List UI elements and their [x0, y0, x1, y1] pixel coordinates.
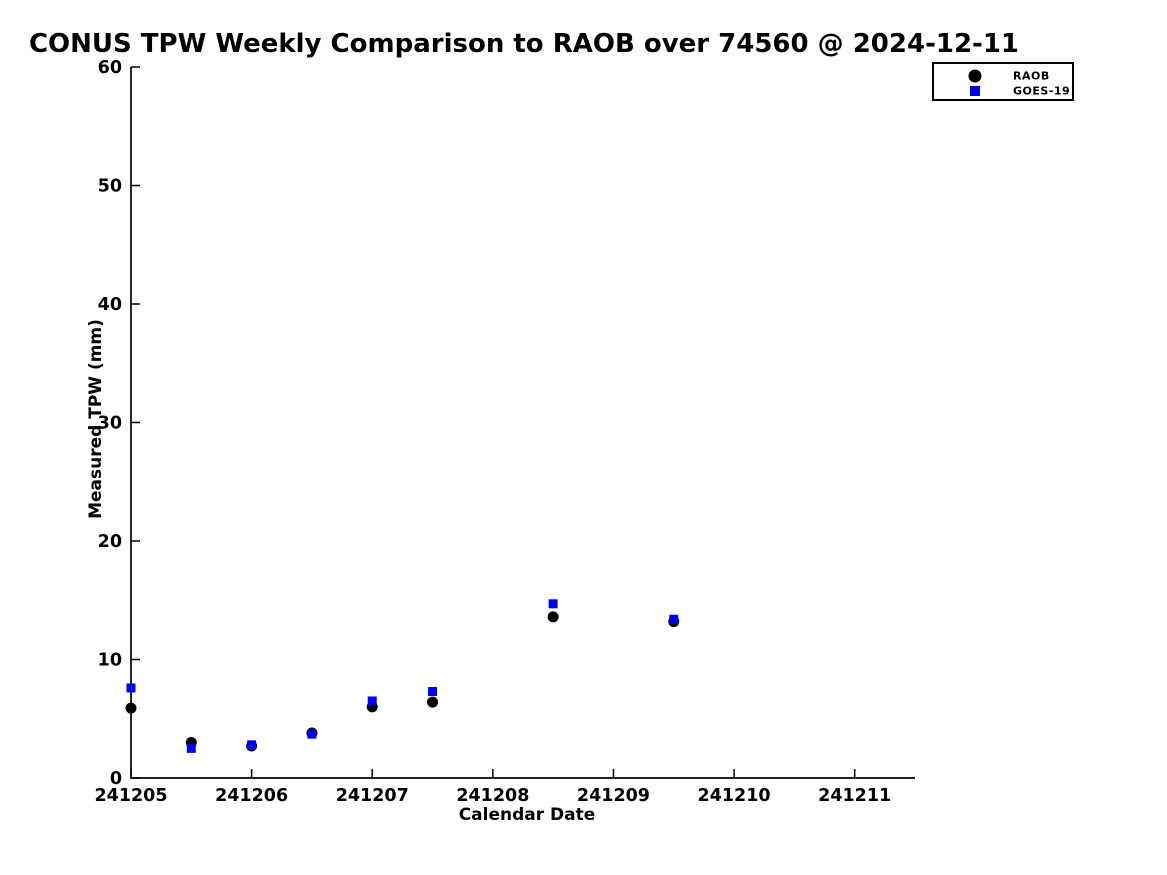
y-tick-label: 10 — [98, 651, 122, 671]
legend-item-goes19: GOES-19 — [934, 84, 1072, 98]
axis-spines — [130, 67, 915, 779]
goes19-square-marker-icon — [970, 86, 980, 96]
data-point-goes-19 — [428, 686, 438, 696]
legend-item-raob: RAOB — [934, 69, 1072, 83]
data-point-goes-19 — [548, 599, 558, 609]
data-point-goes-19 — [367, 696, 377, 706]
x-tick-label: 241210 — [698, 786, 771, 806]
data-point-raob — [125, 702, 137, 714]
legend: RAOB GOES-19 — [932, 62, 1074, 101]
y-tick-label: 40 — [98, 295, 122, 315]
y-tick-label: 30 — [98, 414, 122, 434]
x-tick-label: 241209 — [577, 786, 650, 806]
x-tick-label: 241208 — [456, 786, 529, 806]
x-tick-label: 241206 — [215, 786, 288, 806]
x-tick-label: 241205 — [94, 786, 167, 806]
data-point-goes-19 — [669, 614, 679, 624]
data-point-goes-19 — [186, 743, 196, 753]
data-point-goes-19 — [307, 729, 317, 739]
legend-label-raob: RAOB — [1013, 69, 1050, 83]
y-tick-label: 0 — [110, 769, 122, 789]
y-tick-label: 60 — [98, 58, 122, 78]
data-point-raob — [427, 696, 439, 708]
y-tick-label: 20 — [98, 532, 122, 552]
data-point-raob — [547, 611, 559, 623]
y-tick-label: 50 — [98, 177, 122, 197]
x-axis-label: Calendar Date — [458, 805, 596, 825]
legend-label-goes19: GOES-19 — [1013, 84, 1071, 98]
x-tick-label: 241211 — [818, 786, 891, 806]
x-tick-label: 241207 — [336, 786, 409, 806]
y-axis-label: Measured TPW (mm) — [86, 319, 106, 519]
data-point-goes-19 — [247, 740, 257, 750]
chart-title: CONUS TPW Weekly Comparison to RAOB over… — [28, 29, 1020, 59]
data-point-goes-19 — [126, 683, 136, 693]
raob-circle-marker-icon — [968, 69, 982, 83]
